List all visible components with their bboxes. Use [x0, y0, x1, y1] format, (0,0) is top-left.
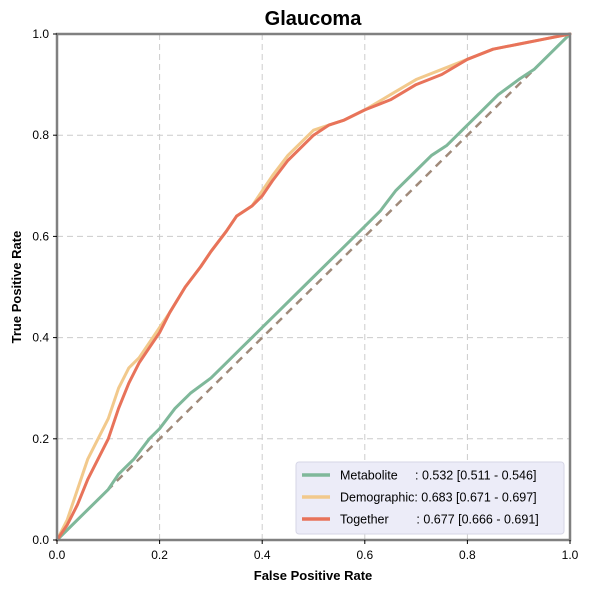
- axis-ticks: 0.0 0.2 0.4 0.6 0.8 1.0 0.0 0.2 0.4 0.6 0.8 1.0: [32, 27, 578, 562]
- plot-frame: [55, 32, 572, 542]
- y-tick-label: 0.4: [32, 331, 49, 345]
- chart-title: Glaucoma: [265, 8, 363, 30]
- x-tick-label: 0.4: [254, 548, 271, 562]
- series-line-metabolite: [55, 32, 572, 542]
- x-axis-label: False Positive Rate: [254, 568, 373, 583]
- x-tick-label: 0.8: [459, 548, 476, 562]
- x-tick-label: 0.6: [356, 548, 373, 562]
- y-tick-label: 0.8: [32, 128, 49, 142]
- x-tick-label: 1.0: [562, 548, 579, 562]
- y-tick-label: 0.0: [32, 533, 49, 547]
- y-axis-label: True Positive Rate: [9, 231, 24, 344]
- series-line-together: [55, 32, 572, 542]
- x-tick-label: 0.0: [49, 548, 66, 562]
- y-tick-label: 0.2: [32, 432, 49, 446]
- legend: Metabolite : 0.532 [0.511 - 0.546] Demogr…: [295, 461, 565, 535]
- y-tick-label: 1.0: [32, 27, 49, 41]
- legend-box: [295, 461, 565, 535]
- legend-entry: Metabolite : 0.532 [0.511 - 0.546]: [340, 469, 536, 483]
- x-tick-label: 0.2: [151, 548, 168, 562]
- legend-entry: Together : 0.677 [0.666 - 0.691]: [340, 513, 539, 527]
- plot-area: [55, 32, 572, 542]
- legend-entry: Demographic: 0.683 [0.671 - 0.697]: [340, 491, 537, 505]
- y-tick-label: 0.6: [32, 229, 49, 243]
